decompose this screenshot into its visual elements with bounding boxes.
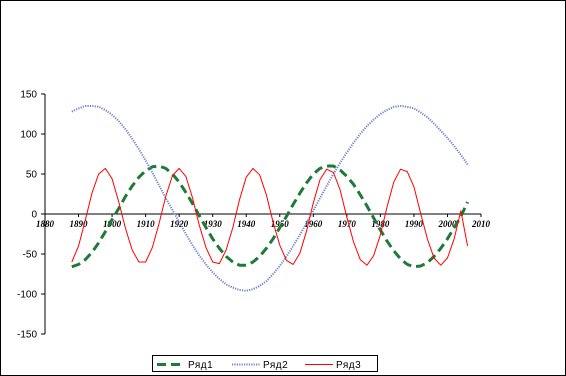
x-tick-label: 1960	[304, 219, 323, 229]
legend: Ряд1 Ряд2 Ряд3	[152, 355, 378, 372]
y-tick-label: 100	[20, 130, 37, 141]
x-ticks: 1880 1890 1900 1910 1920 1930 1940 1950 1960 1970…	[36, 214, 491, 229]
x-tick-label: 1990	[405, 219, 424, 229]
x-tick-label: 1930	[204, 219, 223, 229]
y-tick-label: 50	[26, 170, 38, 181]
series-layer	[71, 105, 469, 292]
series-line-1	[71, 164, 469, 269]
legend-svg: Ряд1 Ряд2 Ряд3	[157, 360, 361, 371]
y-ticks: 150 100 50 0 -50 -100 -150	[17, 90, 45, 341]
x-tick-label: 1950	[271, 219, 290, 229]
legend-label-3: Ряд3	[336, 360, 361, 371]
x-tick-label: 2000	[437, 219, 457, 229]
legend-label-2: Ряд2	[263, 360, 288, 371]
x-tick-label: 1920	[170, 219, 189, 229]
y-tick-label: -150	[17, 330, 37, 341]
y-tick-label: -100	[17, 290, 37, 301]
y-tick-label: 150	[20, 90, 37, 101]
axes	[44, 94, 481, 334]
y-tick-label: 0	[31, 210, 37, 221]
series-line-3	[71, 167, 469, 266]
x-tick-label: 2010	[471, 219, 491, 229]
series-line-2	[71, 105, 469, 292]
y-tick-label: -50	[23, 250, 38, 261]
x-tick-label: 1890	[70, 219, 89, 229]
x-tick-label: 1910	[137, 219, 156, 229]
x-tick-label: 1880	[36, 219, 55, 229]
x-tick-label: 1970	[338, 219, 357, 229]
x-tick-label: 1980	[371, 219, 390, 229]
x-tick-label: 1900	[103, 219, 122, 229]
x-tick-label: 1940	[237, 219, 256, 229]
legend-label-1: Ряд1	[188, 360, 213, 371]
